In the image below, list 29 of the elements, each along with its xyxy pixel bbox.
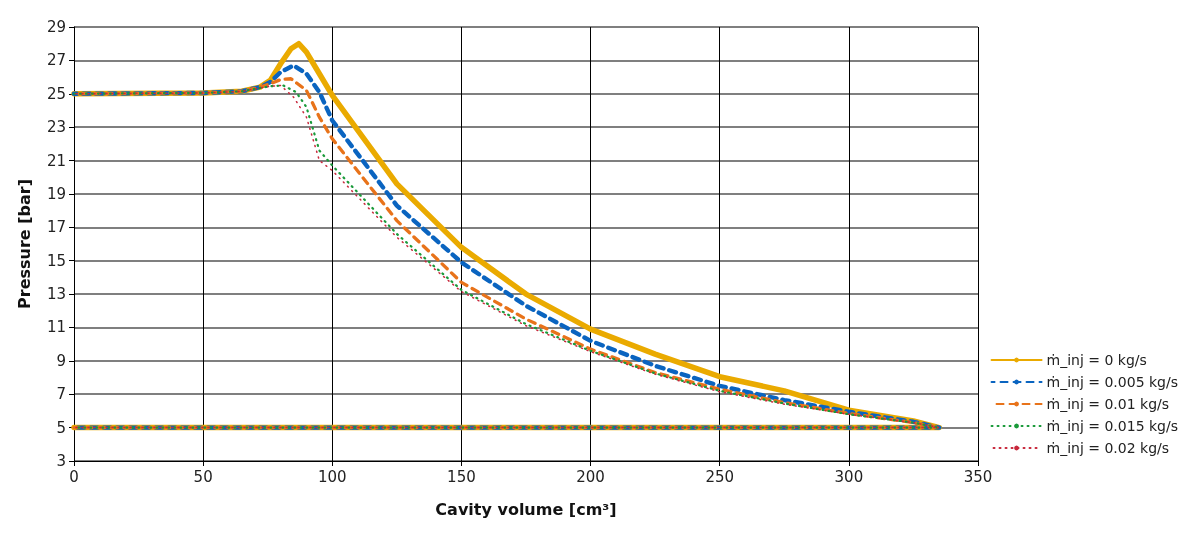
x-tick-label: 100 xyxy=(317,467,347,486)
x-axis-title: Cavity volume [cm³] xyxy=(435,499,617,519)
legend-label: ṁ_inj = 0.005 kg/s xyxy=(1046,374,1179,390)
legend-label: ṁ_inj = 0.015 kg/s xyxy=(1046,418,1179,434)
x-tick-label: 0 xyxy=(69,467,79,486)
y-tick-label: 13 xyxy=(46,285,66,304)
y-tick-label: 7 xyxy=(56,385,66,404)
x-tick-label: 350 xyxy=(963,467,993,486)
x-tick-label: 300 xyxy=(834,467,864,486)
legend-label: ṁ_inj = 0.01 kg/s xyxy=(1046,396,1170,412)
y-tick-label: 17 xyxy=(46,218,66,237)
legend-label: ṁ_inj = 0 kg/s xyxy=(1046,352,1147,368)
x-tick-label: 250 xyxy=(705,467,735,486)
y-tick-label: 21 xyxy=(46,151,66,170)
y-tick-label: 11 xyxy=(46,318,66,337)
y-tick-label: 3 xyxy=(56,452,66,470)
y-axis-title: Pressure [bar] xyxy=(14,179,34,309)
y-tick-label: 5 xyxy=(56,418,66,437)
y-tick-label: 9 xyxy=(56,351,66,370)
y-tick-label: 25 xyxy=(46,84,66,103)
legend-label: ṁ_inj = 0.02 kg/s xyxy=(1046,440,1170,456)
y-tick-label: 19 xyxy=(46,184,66,203)
y-tick-label: 15 xyxy=(46,251,66,270)
x-tick-label: 50 xyxy=(193,467,213,486)
y-tick-label: 27 xyxy=(46,51,66,70)
x-tick-label: 150 xyxy=(447,467,476,486)
y-tick-label: 23 xyxy=(46,118,66,137)
y-tick-label: 29 xyxy=(46,18,66,36)
x-tick-label: 200 xyxy=(576,467,605,486)
